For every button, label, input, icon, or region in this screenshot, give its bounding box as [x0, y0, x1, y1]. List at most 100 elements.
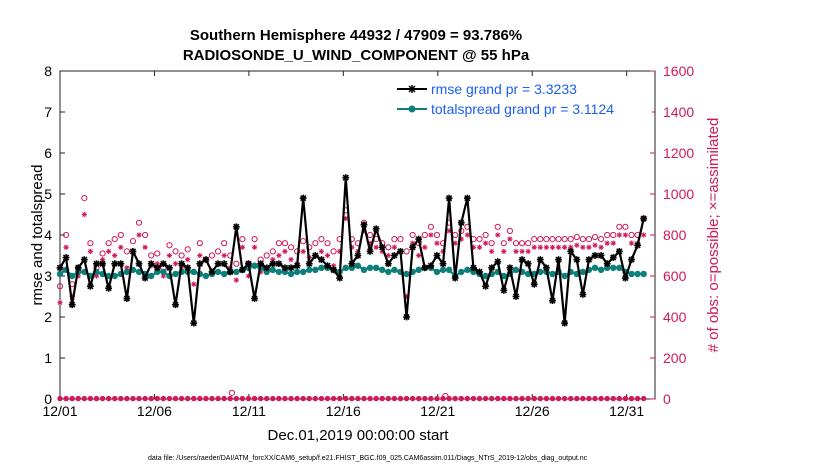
obs-assimilated-point: [106, 248, 112, 254]
legend-spread-marker: [408, 105, 416, 113]
obs-possible-point: [154, 250, 161, 257]
obs-assimilated-point: [543, 244, 549, 250]
obs-assimilated-point: [288, 257, 294, 263]
rmse-point: [451, 274, 459, 282]
rmse-point: [330, 266, 337, 274]
obs-baseline-point: [215, 395, 221, 402]
obs-baseline-point: [403, 395, 410, 402]
obs-assimilated-point: [622, 232, 629, 238]
rmse-point: [433, 252, 441, 259]
obs-possible-point: [549, 236, 556, 243]
spread-point: [549, 270, 556, 278]
chart-title-line1: Southern Hemisphere 44932 / 47909 = 93.7…: [190, 27, 522, 44]
rmse-point: [99, 260, 106, 268]
obs-possible-point: [561, 236, 568, 243]
spread-point: [56, 270, 64, 278]
rmse-point: [202, 256, 210, 263]
legend: rmse grand pr = 3.3233 totalspread grand…: [392, 76, 652, 120]
spread-point: [372, 264, 380, 271]
spread-point: [482, 272, 489, 280]
obs-possible-point: [500, 240, 507, 247]
spread-point: [135, 268, 143, 276]
obs-baseline-point: [568, 395, 574, 402]
x-tick-label: 12/16: [326, 403, 361, 419]
spread-point: [202, 272, 210, 280]
y-right-tick-label: 1000: [663, 186, 694, 202]
obs-baseline-point: [166, 395, 173, 402]
obs-baseline-point: [409, 395, 416, 402]
obs-baseline-point: [531, 395, 537, 402]
rmse-point: [549, 297, 556, 304]
obs-baseline-point: [99, 395, 106, 402]
obs-assimilated-point: [586, 244, 592, 250]
obs-assimilated-point: [391, 244, 397, 250]
obs-baseline-point: [191, 395, 197, 402]
obs-baseline-point: [549, 395, 556, 402]
obs-baseline-point: [75, 395, 81, 402]
obs-assimilated-point: [251, 244, 258, 250]
y-axis-right-label: # of obs: o=possible; ×=assimilated: [705, 118, 722, 353]
obs-assimilated-point: [197, 252, 203, 259]
obs-possible-point: [585, 236, 593, 243]
rmse-point: [305, 260, 313, 268]
obs-assimilated-point: [476, 244, 483, 250]
obs-assimilated-point: [616, 232, 622, 238]
obs-assimilated-point: [562, 244, 568, 250]
obs-baseline-point: [172, 395, 179, 402]
obs-assimilated-point: [172, 261, 179, 267]
rmse-point: [585, 256, 593, 263]
spread-point: [342, 264, 349, 271]
rmse-point: [615, 248, 623, 255]
y-right-tick-label: 200: [663, 350, 687, 366]
obs-baseline-point: [300, 395, 306, 402]
obs-assimilated-point: [118, 244, 124, 250]
obs-possible-point: [251, 236, 258, 243]
spread-point: [512, 266, 520, 274]
rmse-point: [634, 241, 641, 249]
rmse-point: [184, 264, 192, 272]
rmse-point: [579, 291, 587, 298]
y-axis-right: 0 200 400 600 800 1000 1200 1400 1600: [650, 63, 694, 407]
rmse-point: [318, 256, 325, 263]
rmse-point: [476, 268, 483, 276]
rmse-point: [141, 274, 149, 282]
obs-baseline-point: [312, 395, 319, 402]
x-tick-label: 12/26: [515, 403, 550, 419]
obs-assimilated-point: [136, 232, 142, 238]
rmse-point: [178, 260, 185, 268]
obs-baseline-point: [69, 395, 75, 402]
spread-point: [220, 270, 228, 278]
obs-baseline-point: [324, 395, 331, 402]
spread-point: [439, 266, 447, 274]
obs-baseline-point: [507, 395, 513, 402]
obs-assimilated-point: [112, 252, 118, 259]
obs-baseline-point: [251, 395, 258, 402]
obs-possible-point: [543, 236, 550, 243]
rmse-point: [457, 219, 465, 227]
obs-assimilated-point: [452, 240, 458, 246]
y-right-tick-label: 1400: [663, 104, 694, 120]
rmse-point: [117, 260, 125, 268]
obs-baseline-point: [519, 395, 525, 402]
obs-baseline-point: [343, 395, 349, 402]
obs-assimilated-point: [641, 232, 647, 238]
obs-baseline-point: [209, 395, 215, 402]
y-right-tick-label: 800: [663, 227, 687, 243]
rmse-point: [415, 235, 423, 243]
obs-baseline-point: [264, 395, 270, 402]
rmse-point: [299, 194, 307, 202]
rmse-series: [56, 174, 648, 327]
rmse-point: [427, 262, 435, 270]
obs-baseline-point: [233, 395, 240, 402]
obs-assimilated-point: [482, 240, 489, 246]
rmse-point: [542, 264, 550, 272]
rmse-point: [567, 248, 575, 255]
obs-assimilated-point: [57, 300, 63, 306]
rmse-point: [336, 274, 344, 282]
obs-possible-point: [172, 248, 179, 255]
obs-possible-point: [123, 248, 130, 255]
spread-point: [616, 264, 623, 271]
obs-possible-point: [622, 223, 629, 230]
obs-assimilated-point: [604, 240, 610, 246]
rmse-point: [245, 260, 252, 268]
